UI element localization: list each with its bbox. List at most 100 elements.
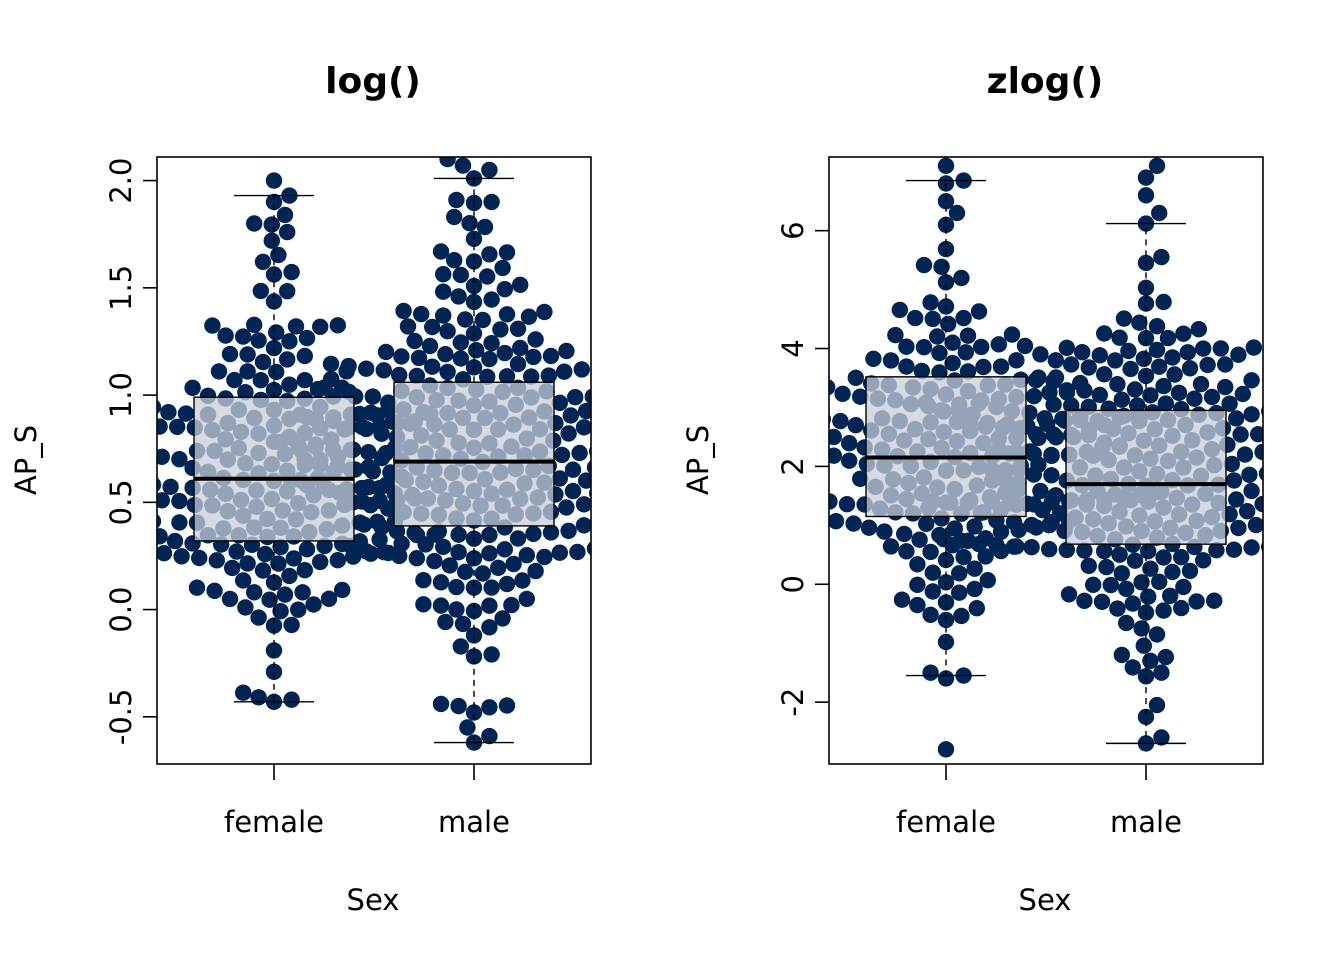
data-point — [373, 519, 390, 536]
data-point — [465, 277, 483, 295]
data-point — [498, 368, 516, 385]
data-point — [1005, 538, 1023, 555]
data-point — [1225, 472, 1243, 489]
data-point — [551, 394, 568, 411]
data-point — [498, 697, 516, 714]
data-point — [498, 575, 516, 593]
y-tick-label: 0 — [776, 575, 810, 593]
data-point — [481, 545, 498, 562]
data-point — [432, 574, 450, 591]
data-point — [270, 555, 287, 572]
data-point — [551, 470, 568, 487]
data-point — [439, 363, 456, 381]
data-point — [450, 544, 467, 561]
data-point — [250, 689, 267, 706]
data-point — [1272, 496, 1288, 512]
data-point — [1148, 626, 1166, 643]
data-point — [779, 409, 795, 425]
data-point — [829, 379, 836, 396]
data-point — [435, 538, 452, 555]
data-point — [415, 596, 432, 613]
y-tick-label: 0.5 — [104, 479, 138, 525]
data-point — [1047, 487, 1065, 504]
data-point — [424, 358, 441, 375]
data-point — [558, 342, 575, 360]
data-point — [371, 480, 388, 497]
data-point — [1045, 373, 1062, 390]
data-point — [1329, 494, 1344, 510]
data-point — [975, 358, 992, 376]
data-point — [157, 448, 170, 465]
data-point — [312, 553, 329, 571]
data-point — [1276, 399, 1292, 415]
data-point — [340, 357, 357, 375]
data-point — [1036, 410, 1054, 427]
data-point — [922, 606, 939, 623]
data-point — [891, 301, 908, 319]
data-point — [1111, 329, 1128, 346]
data-point — [290, 601, 307, 618]
data-point — [171, 514, 188, 531]
data-point — [505, 555, 522, 573]
data-point — [1243, 406, 1260, 423]
data-point — [640, 403, 656, 419]
data-point — [496, 541, 513, 558]
data-point — [494, 259, 511, 277]
data-point — [607, 356, 623, 372]
data-point — [1225, 541, 1243, 558]
data-point — [226, 371, 243, 389]
data-point — [413, 305, 430, 323]
data-point — [1279, 538, 1295, 554]
data-point — [1153, 729, 1170, 746]
data-point — [1241, 466, 1258, 483]
data-point — [847, 417, 864, 434]
data-point — [622, 478, 638, 494]
data-point — [1221, 395, 1238, 412]
data-point — [909, 576, 926, 593]
y-tick-label: 2.0 — [104, 158, 138, 204]
data-point — [913, 362, 930, 380]
data-point — [1157, 648, 1175, 666]
data-point — [591, 360, 607, 376]
data-point — [1109, 600, 1126, 617]
data-point — [1124, 595, 1142, 612]
data-point — [1076, 542, 1093, 559]
data-point — [829, 493, 838, 510]
data-point — [298, 541, 316, 558]
data-point — [358, 360, 375, 377]
data-point — [439, 323, 456, 340]
data-point — [391, 547, 408, 565]
data-point — [1111, 546, 1128, 563]
data-point — [1279, 476, 1295, 492]
data-point — [265, 193, 283, 211]
data-point — [951, 565, 968, 582]
data-point — [1113, 565, 1131, 582]
data-point — [1272, 457, 1288, 473]
data-point — [254, 253, 272, 270]
data-point — [468, 342, 485, 359]
data-point — [1118, 614, 1135, 632]
data-point — [1316, 504, 1332, 520]
data-point — [1137, 187, 1155, 204]
data-point — [1027, 426, 1045, 443]
data-point — [171, 492, 188, 510]
data-point — [279, 283, 296, 300]
data-point — [518, 547, 535, 564]
data-point — [527, 331, 544, 348]
data-point — [573, 361, 590, 378]
box-layer — [193, 177, 555, 744]
data-point — [1155, 549, 1172, 566]
data-point — [937, 274, 955, 291]
data-point — [439, 157, 456, 168]
data-point — [136, 491, 152, 507]
data-point — [1135, 637, 1153, 654]
data-point — [893, 591, 911, 608]
data-point — [465, 579, 483, 596]
data-point — [235, 684, 252, 701]
data-point — [518, 590, 535, 608]
data-point — [208, 552, 225, 569]
data-point — [351, 405, 368, 423]
data-point — [1096, 542, 1113, 560]
box-iqr — [393, 381, 555, 527]
data-point — [1232, 426, 1249, 443]
